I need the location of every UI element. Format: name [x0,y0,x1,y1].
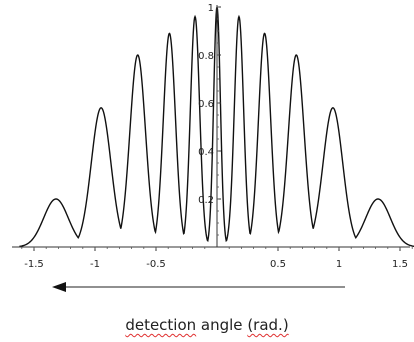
x-tick-label: 0.5 [270,259,286,270]
x-tick-label: -1 [90,259,100,270]
x-tick-label: 1 [336,259,342,270]
x-axis-label: detection angle (rad.) [0,316,414,334]
y-tick-label: 0.8 [198,51,214,62]
y-tick-label: 0.6 [198,99,214,110]
x-tick-label: -0.5 [146,259,166,270]
x-tick-label: -1.5 [24,259,44,270]
x-axis-label-word-detection: detection [125,316,197,334]
x-axis-label-units: (rad.) [247,316,289,334]
y-tick-label: 1 [208,3,214,14]
x-axis-ticks: -1.5 -1 -0.5 0.5 1 1.5 [21,247,413,270]
y-tick-label: 0.2 [198,195,214,206]
y-tick-label: 0.4 [198,147,214,158]
y-axis-ticks: 0.2 0.4 0.6 0.8 1 [198,3,221,236]
x-axis-label-word-angle: angle [196,316,248,334]
direction-arrow [52,282,345,292]
x-tick-label: 1.5 [392,259,408,270]
